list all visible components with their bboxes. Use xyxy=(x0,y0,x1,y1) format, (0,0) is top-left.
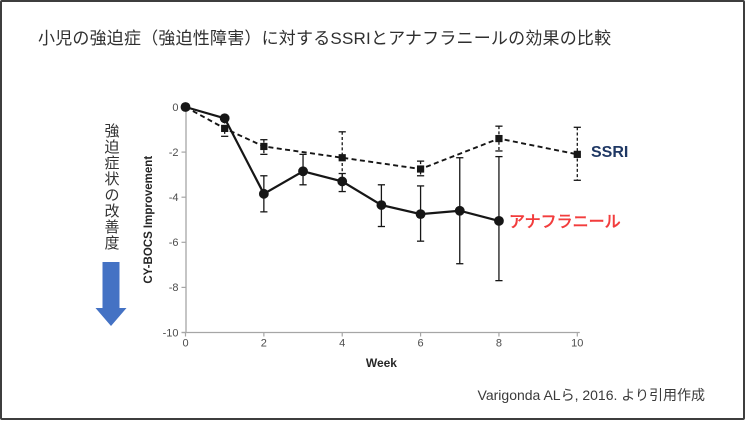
svg-text:-4: -4 xyxy=(169,192,179,204)
anafranil-series-label: アナフラニール xyxy=(509,214,621,231)
svg-text:0: 0 xyxy=(182,338,188,350)
svg-text:8: 8 xyxy=(496,338,502,350)
citation-text: Varigonda ALら, 2016. より引用作成 xyxy=(477,387,705,403)
svg-text:6: 6 xyxy=(418,338,424,350)
svg-text:CY-BOCS Improvement: CY-BOCS Improvement xyxy=(143,156,155,284)
down-arrow-icon xyxy=(95,262,127,326)
svg-text:-10: -10 xyxy=(163,327,179,339)
svg-text:-2: -2 xyxy=(169,147,179,159)
slide-title: 小児の強迫症（強迫性障害）に対するSSRIとアナフラニールの効果の比較 xyxy=(38,29,612,48)
ssri-series-label: SSRI xyxy=(591,144,629,161)
svg-text:0: 0 xyxy=(172,102,178,114)
chart-series xyxy=(180,102,581,282)
svg-text:-6: -6 xyxy=(169,237,179,249)
svg-text:-8: -8 xyxy=(169,282,179,294)
svg-text:10: 10 xyxy=(571,338,583,350)
svg-text:4: 4 xyxy=(339,338,345,350)
improvement-direction-note: 強迫症状の改善度 xyxy=(104,123,120,252)
svg-text:2: 2 xyxy=(261,338,267,350)
svg-text:Week: Week xyxy=(366,356,397,370)
